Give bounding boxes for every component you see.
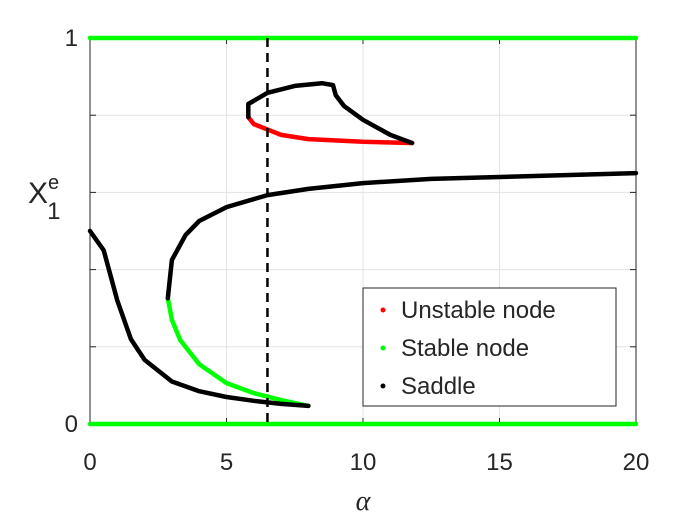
y-tick-label: 1 (65, 25, 78, 52)
legend-label: Saddle (401, 373, 476, 400)
x-tick-label: 15 (486, 449, 513, 476)
series-line (87, 35, 639, 427)
legend-marker (380, 345, 386, 351)
legend-marker (380, 383, 386, 389)
y-axis-label-sup: e (48, 172, 59, 194)
x-tick-label: 10 (350, 449, 377, 476)
series-line (246, 114, 415, 146)
y-axis-label-base: X (28, 177, 48, 210)
x-tick-label: 5 (220, 449, 233, 476)
legend-box (362, 287, 617, 407)
x-tick-label: 0 (83, 449, 96, 476)
legend-label: Unstable node (401, 297, 556, 324)
y-tick-label: 0 (65, 411, 78, 438)
legend-label: Stable node (401, 335, 529, 362)
legend-marker (380, 307, 386, 313)
y-axis-label: Xe 1 (28, 172, 61, 225)
x-tick-label: 20 (623, 449, 650, 476)
y-axis-label-sub: 1 (47, 198, 60, 225)
x-axis-label: α (356, 486, 372, 517)
